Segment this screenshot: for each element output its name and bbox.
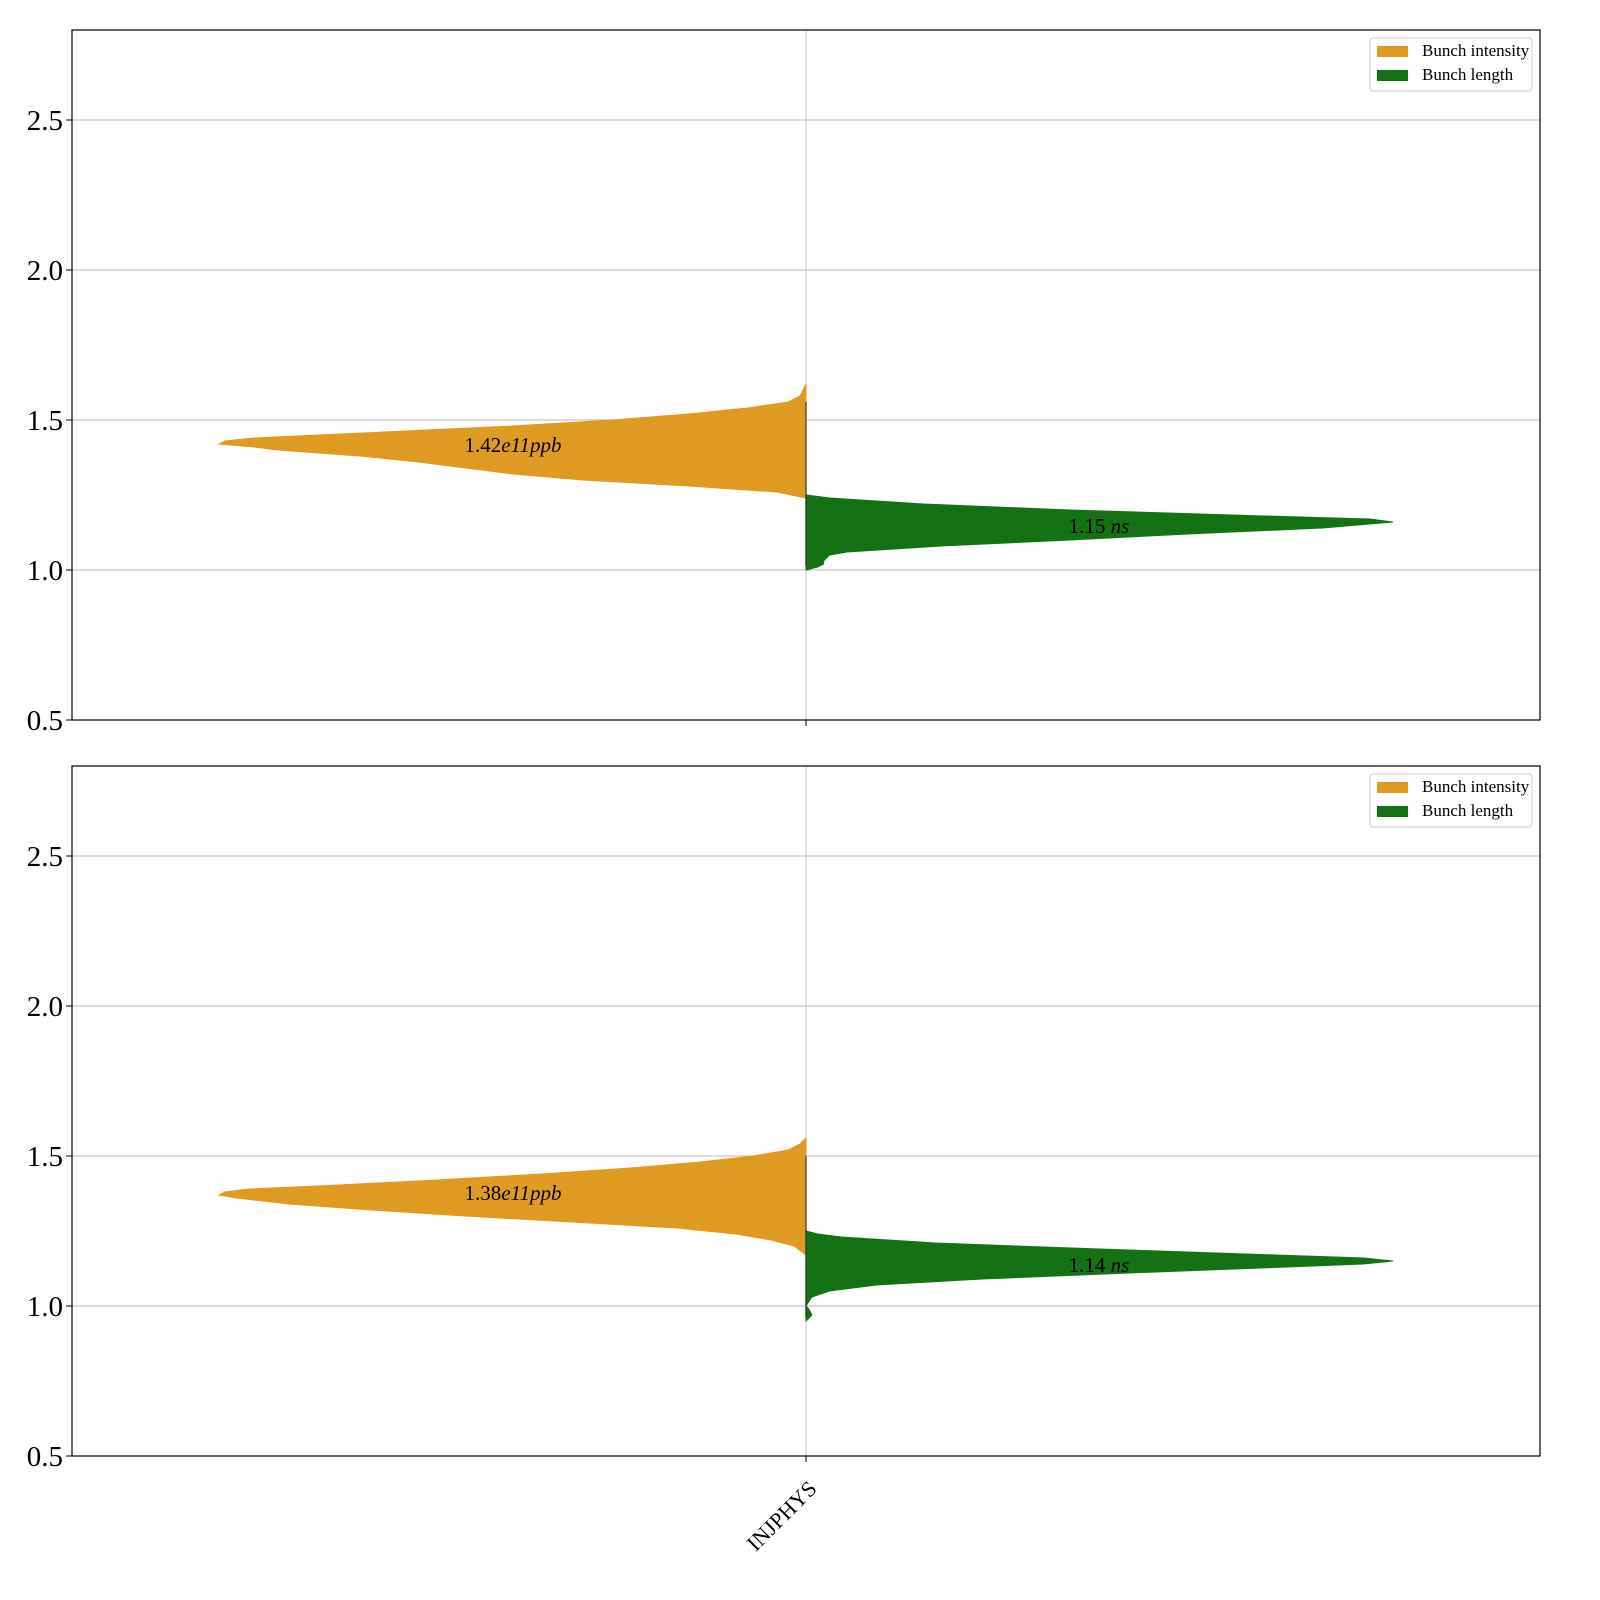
y-tick-label: 0.5 [27,705,63,737]
median-value: 1.38 [464,1181,501,1205]
median-unit: ppb [528,433,562,457]
median-label-intensity: 1.42e11ppb [464,433,561,457]
median-label-intensity: 1.38e11ppb [464,1181,561,1205]
y-tick-label: 1.0 [27,1291,63,1323]
legend-swatch-length [1377,70,1408,81]
legend-swatch-intensity [1377,782,1408,793]
y-tick-label: 1.5 [27,1141,63,1173]
violin-intensity [217,383,807,499]
median-label-length: 1.14 ns [1069,1253,1130,1277]
y-tick-label: 2.5 [27,105,63,137]
violin-length [805,1230,1394,1323]
median-value: 1.14 [1069,1253,1106,1277]
median-exponent: e11 [501,433,530,457]
median-value: 1.15 [1069,514,1106,538]
median-unit: ppb [528,1181,562,1205]
median-unit: ns [1111,514,1130,538]
legend-box [1369,37,1533,92]
y-tick-label: 1.5 [27,405,63,437]
y-tick-label: 2.5 [27,841,63,873]
median-value: 1.42 [464,433,501,457]
legend-label-length: Bunch length [1422,801,1514,820]
chart-panel-1: 0.5 1.0 1.5 2.0 2.5 1.42e11ppb 1.15 ns Bunch in… [27,29,1541,737]
legend-swatch-intensity [1377,46,1408,57]
median-exponent: e11 [501,1181,530,1205]
y-tick-label: 2.0 [27,991,63,1023]
legend-box [1369,773,1533,828]
median-unit: ns [1111,1253,1130,1277]
y-tick-label: 1.0 [27,555,63,587]
legend-label-intensity: Bunch intensity [1422,41,1530,60]
chart-panel-2: 0.5 1.0 1.5 2.0 2.5 1.38e11ppb 1.14 ns Bunch in… [27,765,1541,1556]
legend-swatch-length [1377,806,1408,817]
legend-label-length: Bunch length [1422,65,1514,84]
violin-length [805,494,1394,571]
y-tick-label: 2.0 [27,255,63,287]
legend: Bunch intensity Bunch length [1369,37,1533,92]
median-label-length: 1.15 ns [1069,514,1130,538]
y-tick-label: 0.5 [27,1441,63,1473]
legend-label-intensity: Bunch intensity [1422,777,1530,796]
violin-intensity [217,1136,807,1257]
legend: Bunch intensity Bunch length [1369,773,1533,828]
